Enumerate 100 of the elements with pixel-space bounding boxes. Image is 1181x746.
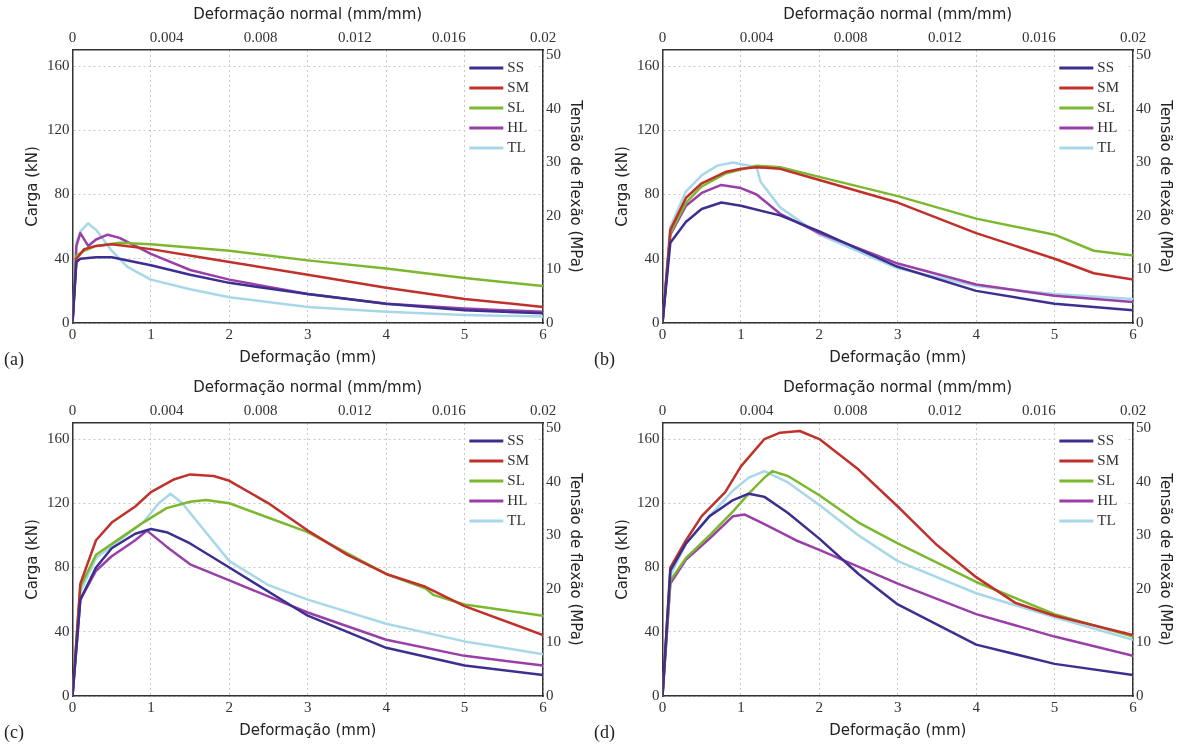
- legend-label: SS: [1097, 431, 1115, 448]
- y2-tick-label: 20: [1136, 206, 1151, 223]
- text: (c): [4, 721, 24, 743]
- y-tick-label: 160: [637, 430, 660, 446]
- x-tick-label: 5: [1050, 698, 1059, 715]
- x-tick-label: 1: [147, 325, 155, 342]
- y-axis-title: Carga (kN): [612, 146, 631, 227]
- x-tick-label: 5: [460, 698, 469, 715]
- legend-label: TL: [507, 511, 526, 528]
- x-axis-title: Deformação (mm): [829, 347, 967, 366]
- legend-label: SM: [507, 78, 530, 95]
- x2-tick-label: 0.008: [243, 401, 278, 418]
- y2-tick-label: 40: [546, 99, 561, 116]
- y2-axis-title: Tensão de flexão (MPa): [1157, 99, 1176, 273]
- x2-tick-label: 0.004: [739, 28, 774, 45]
- y-tick-label: 120: [47, 494, 70, 511]
- y-tick-label: 80: [644, 185, 660, 202]
- y2-tick-label: 50: [546, 419, 561, 436]
- legend-label: SS: [507, 431, 525, 448]
- y2-tick-label: 50: [546, 46, 561, 63]
- y2-axis-title: Tensão de flexão (MPa): [567, 99, 586, 273]
- y2-tick-label: 30: [546, 153, 561, 170]
- y2-tick-label: 30: [1136, 526, 1151, 543]
- legend-label: HL: [1097, 118, 1118, 135]
- legend-label: SL: [1097, 98, 1115, 115]
- legend-label: SM: [1097, 451, 1120, 468]
- y-tick-label: 160: [637, 57, 660, 73]
- x2-tick-label: 0.02: [529, 401, 557, 418]
- x2-axis-title: Deformação normal (mm/mm): [193, 4, 423, 23]
- x-tick-label: 1: [737, 698, 745, 715]
- x-tick-label: 6: [539, 325, 548, 342]
- legend-label: SL: [507, 471, 525, 488]
- legend-label: SS: [507, 58, 525, 75]
- y2-tick-label: 50: [1136, 419, 1151, 436]
- x-tick-label: 2: [815, 698, 824, 715]
- x-tick-label: 4: [972, 698, 981, 715]
- legend-label: SM: [1097, 78, 1120, 95]
- y2-tick-label: 50: [1136, 46, 1151, 63]
- y2-tick-label: 30: [1136, 153, 1151, 170]
- y-tick-label: 0: [62, 686, 70, 703]
- y-tick-label: 120: [47, 121, 70, 138]
- x2-tick-label: 0.008: [833, 401, 868, 418]
- x2-tick-label: 0.012: [337, 401, 372, 418]
- x2-tick-label: 0.016: [1022, 401, 1057, 418]
- x2-axis-title: Deformação normal (mm/mm): [193, 377, 423, 396]
- legend-label: SS: [1097, 58, 1115, 75]
- y2-tick-label: 0: [1136, 313, 1144, 330]
- x-tick-label: 3: [304, 325, 312, 342]
- legend-label: TL: [1097, 138, 1116, 155]
- x2-tick-label: 0.02: [1119, 28, 1147, 45]
- y2-tick-label: 0: [546, 313, 554, 330]
- x-tick-label: 5: [1050, 325, 1059, 342]
- y-tick-label: 0: [652, 313, 660, 330]
- y-tick-label: 40: [54, 622, 70, 639]
- y-tick-label: 160: [47, 57, 70, 73]
- y2-tick-label: 10: [546, 260, 561, 277]
- y-tick-label: 120: [637, 494, 660, 511]
- legend-label: HL: [507, 491, 528, 508]
- x2-axis-title: Deformação normal (mm/mm): [783, 377, 1013, 396]
- x2-tick-label: 0.02: [1119, 401, 1147, 418]
- x-tick-label: 5: [460, 325, 469, 342]
- text: (a): [4, 348, 24, 370]
- text: (b): [594, 348, 615, 370]
- y2-tick-label: 10: [1136, 633, 1151, 650]
- y2-tick-label: 30: [546, 526, 561, 543]
- y2-tick-label: 40: [546, 472, 561, 489]
- y-tick-label: 120: [637, 121, 660, 138]
- x2-tick-label: 0.016: [432, 401, 467, 418]
- x-tick-label: 6: [539, 698, 548, 715]
- y2-axis-title: Tensão de flexão (MPa): [1157, 472, 1176, 646]
- x-axis-title: Deformação (mm): [239, 720, 377, 739]
- y-axis-title: Carga (kN): [612, 519, 631, 600]
- x2-tick-label: 0.012: [337, 28, 372, 45]
- legend-label: TL: [507, 138, 526, 155]
- x2-tick-label: 0.004: [739, 401, 774, 418]
- x-axis-title: Deformação (mm): [829, 720, 967, 739]
- y-tick-label: 40: [644, 622, 660, 639]
- y2-tick-label: 0: [546, 686, 554, 703]
- x2-tick-label: 0.016: [432, 28, 467, 45]
- y-tick-label: 40: [644, 249, 660, 266]
- legend-label: SL: [507, 98, 525, 115]
- y-axis-title: Carga (kN): [22, 519, 41, 600]
- x2-tick-label: 0.004: [149, 401, 184, 418]
- x2-axis-title: Deformação normal (mm/mm): [783, 4, 1013, 23]
- x-tick-label: 6: [1129, 325, 1138, 342]
- legend-label: SM: [507, 451, 530, 468]
- legend-label: TL: [1097, 511, 1116, 528]
- x2-tick-label: 0.008: [833, 28, 868, 45]
- y2-axis-title: Tensão de flexão (MPa): [567, 472, 586, 646]
- text: (d): [594, 721, 615, 743]
- y2-tick-label: 10: [546, 633, 561, 650]
- x-tick-label: 3: [894, 325, 902, 342]
- y-tick-label: 40: [54, 249, 70, 266]
- x2-tick-label: 0.02: [529, 28, 557, 45]
- y2-tick-label: 20: [1136, 579, 1151, 596]
- x-tick-label: 4: [382, 698, 391, 715]
- legend-label: HL: [1097, 491, 1118, 508]
- x-tick-label: 2: [225, 698, 234, 715]
- x2-tick-label: 0.012: [927, 28, 962, 45]
- y-axis-title: Carga (kN): [22, 146, 41, 227]
